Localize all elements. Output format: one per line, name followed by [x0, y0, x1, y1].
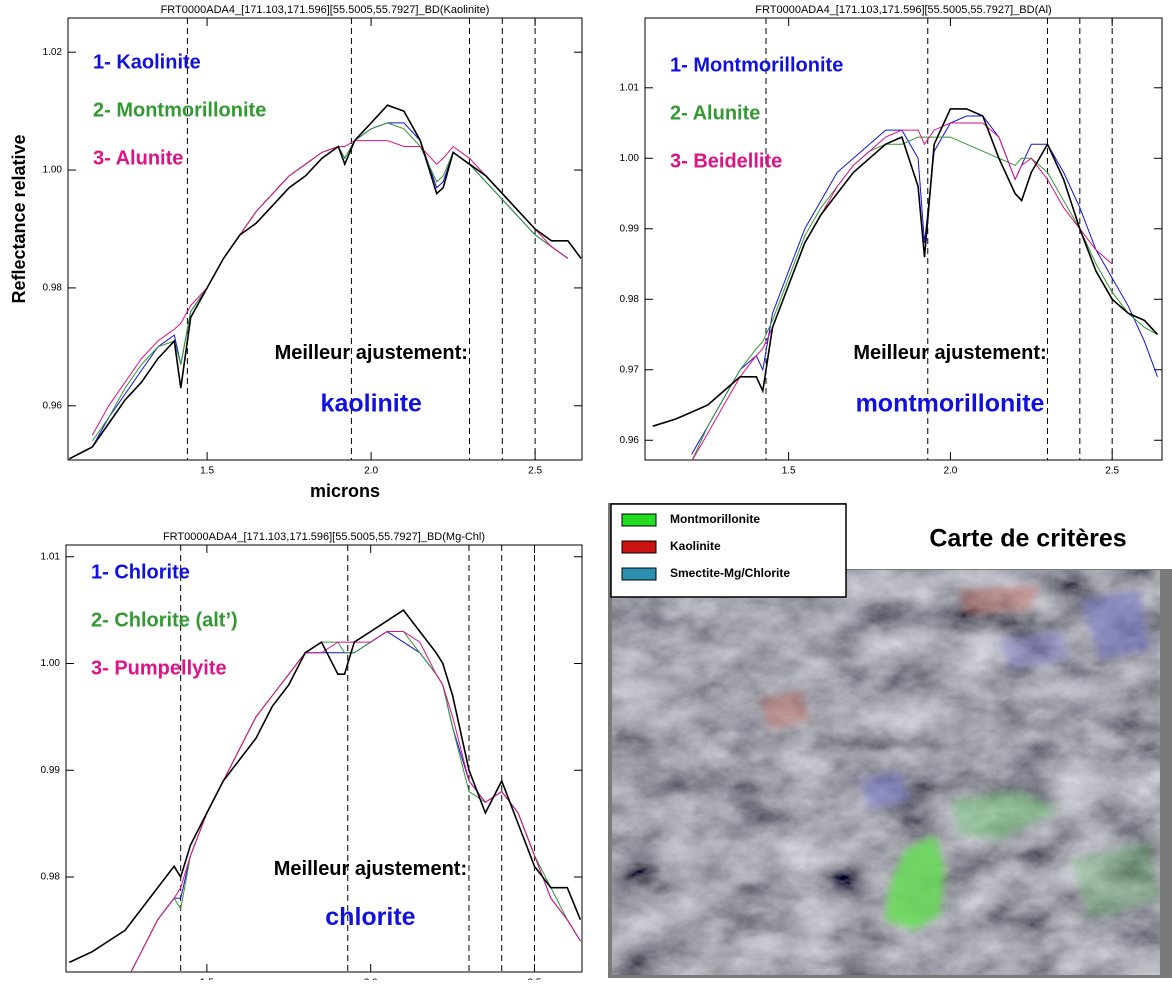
y-tick-label: 0.96 [43, 400, 63, 411]
blue-patch [860, 770, 910, 810]
spectrum-line [691, 122, 1113, 460]
chart-title: FRT0000ADA4_[171.103,171.596][55.5005,55… [755, 4, 1051, 16]
x-tick-label: 2.0 [943, 466, 957, 477]
y-axis-label: Reflectance relative [9, 134, 29, 303]
y-tick-label: 0.98 [620, 294, 640, 305]
y-tick-label: 0.96 [620, 435, 640, 446]
y-tick-label: 0.97 [620, 364, 640, 375]
spectrum-line [652, 108, 1159, 427]
x-tick-label: 2.5 [1105, 466, 1119, 477]
map-overlays [760, 585, 1160, 930]
x-axis-label: microns [310, 481, 380, 501]
legend-swatch [621, 567, 657, 581]
y-tick-label: 1.01 [620, 82, 640, 93]
best-fit: montmorillonite [856, 389, 1045, 417]
chart: FRT0000ADA4_[171.103,171.596][55.5005,55… [9, 4, 583, 501]
y-tick-label: 0.98 [43, 283, 63, 294]
red-patch [760, 690, 810, 730]
legend-label: Montmorillonite [670, 512, 760, 526]
x-tick-label: 1.5 [782, 466, 796, 477]
plot-frame [65, 544, 583, 973]
blue-patch [1080, 590, 1150, 660]
legend-entry: 2- Chlorite (alt’) [91, 609, 238, 631]
legend-entry: 2- Alunite [670, 102, 760, 124]
legend-swatch [621, 540, 657, 554]
chart-title: FRT0000ADA4_[171.103,171.596][55.5005,55… [163, 531, 485, 543]
x-tick-label: 1.5 [200, 466, 214, 477]
annotation: Meilleur ajustement: [274, 858, 467, 880]
chart-title: FRT0000ADA4_[171.103,171.596][55.5005,55… [161, 4, 490, 16]
map-shade [612, 570, 1160, 975]
legend-entry: 1- Chlorite [91, 561, 190, 583]
y-tick-label: 1.02 [43, 47, 63, 58]
green-patch [885, 835, 945, 930]
blue-patch [1000, 630, 1070, 670]
legend-swatch [621, 513, 657, 527]
y-tick-label: 1.00 [43, 165, 63, 176]
y-tick-label: 1.00 [41, 658, 61, 669]
map-title-box [846, 503, 1172, 569]
legend-entry: 1- Montmorillonite [670, 54, 843, 76]
y-tick-label: 1.00 [620, 153, 640, 164]
spectrum-line [130, 631, 581, 972]
plot-frame [644, 17, 1163, 461]
spectrum-line [68, 609, 582, 964]
best-fit: kaolinite [321, 389, 423, 417]
legend-label: Smectite-Mg/Chlorite [670, 566, 790, 580]
chart: FRT0000ADA4_[171.103,171.596][55.5005,55… [620, 4, 1163, 477]
spectrum-line [691, 115, 1158, 455]
y-tick-label: 0.98 [41, 872, 61, 883]
y-tick-label: 0.99 [620, 223, 640, 234]
legend-entry: 3- Pumpellyite [91, 657, 227, 679]
legend-label: Kaolinite [670, 539, 721, 553]
spectrum-line [68, 104, 582, 460]
legend-entry: 1- Kaolinite [93, 51, 201, 73]
green-patch [1070, 840, 1160, 920]
chart: FRT0000ADA4_[171.103,171.596][55.5005,55… [41, 531, 583, 985]
annotation: Meilleur ajustement: [275, 342, 468, 364]
green-patch [950, 790, 1060, 840]
x-tick-label: 2.0 [364, 466, 378, 477]
plot-frame [67, 17, 583, 461]
spectrum-line [691, 136, 1158, 460]
annotation: Meilleur ajustement: [853, 342, 1046, 364]
best-fit: chlorite [325, 903, 415, 931]
map-panel: Carte de critères [608, 503, 1172, 978]
red-patch [960, 585, 1040, 615]
y-tick-label: 1.01 [41, 551, 61, 562]
x-tick-label: 2.5 [528, 466, 542, 477]
legend-entry: 2- Montmorillonite [93, 99, 266, 121]
legend-entry: 3- Alunite [93, 147, 183, 169]
map-image [612, 570, 1160, 975]
legend-entry: 3- Beidellite [670, 150, 782, 172]
y-tick-label: 0.99 [41, 765, 61, 776]
map-title: Carte de critères [929, 525, 1126, 553]
